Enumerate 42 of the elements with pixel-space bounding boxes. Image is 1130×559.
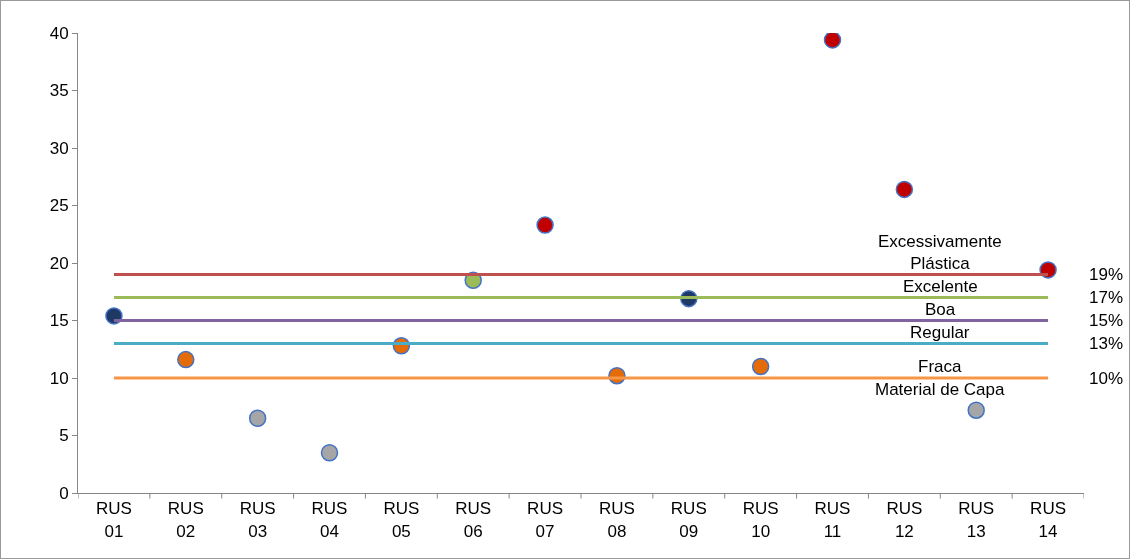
y-tick-label: 40	[49, 23, 69, 43]
y-tick-label: 10	[49, 368, 69, 388]
ref-line-label: 17%	[1089, 288, 1124, 307]
x-tick-label: RUS 01	[95, 499, 132, 541]
annotation: Fraca	[918, 357, 962, 376]
annotation: Excelente	[903, 277, 978, 296]
y-tick-label: 0	[59, 483, 69, 503]
ref-line-label: 19%	[1089, 265, 1124, 284]
x-tick-label: RUS 09	[670, 499, 707, 541]
point	[967, 401, 985, 419]
y-tick-label: 5	[59, 426, 69, 446]
y-tick-label: 15	[49, 311, 69, 331]
x-tick-label: RUS 11	[814, 499, 851, 541]
annotation: Boa	[925, 300, 956, 319]
point	[536, 216, 554, 234]
x-tick-label: RUS 02	[167, 499, 204, 541]
x-tick-label: RUS 04	[311, 499, 348, 541]
x-tick-label: RUS 06	[455, 499, 492, 541]
point	[823, 33, 842, 49]
annotation: Material de Capa	[875, 380, 1005, 399]
x-tick-label: RUS 12	[886, 499, 923, 541]
x-tick-label: RUS 03	[239, 499, 276, 541]
x-tick-label: RUS 07	[527, 499, 564, 541]
x-tick-label: RUS 05	[383, 499, 420, 541]
y-tick-label: 20	[49, 253, 69, 273]
annotation: Excessivamente Plástica	[878, 232, 1002, 274]
y-tick-label: 30	[49, 138, 69, 158]
ref-line-label: 13%	[1089, 334, 1124, 353]
ref-line-label: 10%	[1089, 369, 1124, 388]
point	[177, 350, 195, 369]
point	[248, 409, 267, 427]
x-tick-label: RUS 08	[598, 499, 635, 541]
x-tick-label: RUS 10	[742, 499, 779, 541]
annotation: Regular	[910, 323, 970, 342]
y-tick-label: 35	[49, 81, 69, 101]
y-tick-label: 25	[49, 196, 69, 216]
x-tick-label: RUS 14	[1030, 499, 1067, 541]
ref-line-label: 15%	[1089, 311, 1124, 330]
x-tick-label: RUS 13	[958, 499, 995, 541]
point	[320, 444, 339, 462]
point	[895, 180, 914, 199]
point	[751, 357, 770, 376]
